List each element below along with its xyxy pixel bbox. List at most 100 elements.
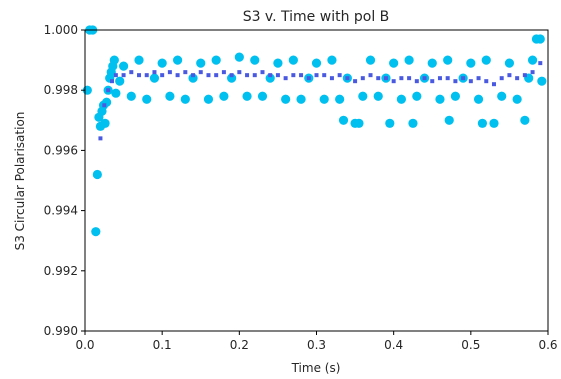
data-point: [281, 94, 291, 104]
y-tick-label: 0.994: [44, 204, 78, 218]
mean-point: [329, 76, 334, 81]
data-point: [188, 73, 198, 83]
mean-point: [175, 73, 180, 78]
y-tick-label: 0.990: [44, 324, 78, 338]
y-tick-label: 0.996: [44, 143, 78, 157]
data-point: [385, 118, 395, 128]
mean-point: [468, 79, 473, 84]
data-point: [257, 91, 268, 101]
data-point: [234, 52, 244, 62]
mean-point: [445, 76, 450, 81]
x-axis-ticks: 0.0 0.1 0.2 0.3 0.4 0.5 0.6: [75, 331, 558, 352]
data-point: [296, 94, 306, 104]
mean-point: [106, 88, 111, 93]
mean-point: [422, 76, 427, 81]
points-layer: [82, 25, 547, 237]
mean-point: [399, 76, 404, 81]
data-point: [273, 58, 283, 68]
x-tick-label: 0.2: [230, 338, 249, 352]
x-axis-label: Time (s): [291, 361, 341, 375]
data-point: [265, 73, 275, 83]
data-point: [165, 91, 175, 101]
mean-point: [314, 73, 319, 78]
y-axis-ticks: 0.990 0.992 0.994 0.996 0.998 1.000: [44, 23, 85, 338]
x-tick-label: 0.0: [75, 338, 94, 352]
mean-point: [291, 73, 296, 78]
mean-point: [268, 73, 273, 78]
data-point: [242, 91, 252, 101]
data-point: [134, 55, 144, 65]
data-point: [319, 94, 329, 104]
data-point: [354, 118, 364, 128]
data-point: [373, 91, 383, 101]
data-point: [412, 91, 422, 101]
data-point: [481, 55, 491, 65]
data-point: [396, 94, 406, 104]
data-point: [118, 61, 129, 71]
mean-point: [337, 73, 342, 78]
mean-point: [160, 73, 165, 78]
data-point: [477, 118, 488, 128]
data-point: [142, 94, 152, 104]
data-point: [180, 94, 190, 104]
data-point: [173, 55, 183, 65]
x-tick-label: 0.5: [461, 338, 480, 352]
data-point: [512, 94, 522, 104]
data-point: [311, 58, 322, 68]
mean-point: [407, 76, 412, 81]
data-point: [389, 58, 399, 68]
data-point: [466, 58, 476, 68]
x-tick-label: 0.3: [307, 338, 326, 352]
mean-point: [491, 82, 496, 87]
data-point: [149, 73, 160, 83]
data-point: [327, 55, 337, 65]
y-tick-label: 0.992: [44, 264, 78, 278]
mean-point: [507, 73, 512, 78]
data-point: [109, 55, 119, 65]
data-point: [203, 94, 214, 104]
y-tick-label: 0.998: [44, 83, 78, 97]
mean-point: [299, 73, 304, 78]
x-tick-label: 0.6: [538, 338, 557, 352]
mean-point: [167, 70, 172, 75]
mean-point: [110, 79, 115, 84]
mean-point: [353, 79, 358, 84]
data-point: [365, 55, 376, 65]
mean-point: [137, 73, 142, 78]
data-point: [100, 118, 110, 128]
data-point: [520, 115, 530, 125]
data-point: [250, 55, 260, 65]
mean-point: [453, 79, 458, 84]
data-point: [196, 58, 206, 68]
mean-point: [345, 76, 350, 81]
data-point: [504, 58, 515, 68]
mean-point: [376, 76, 381, 81]
x-tick-label: 0.1: [153, 338, 172, 352]
mean-point: [260, 70, 265, 75]
mean-point: [275, 73, 280, 78]
mean-point: [206, 73, 211, 78]
mean-point: [383, 76, 388, 81]
mean-point: [237, 70, 242, 75]
data-point: [443, 55, 453, 65]
mean-point: [102, 103, 107, 108]
data-point: [115, 76, 125, 86]
data-point: [535, 34, 545, 44]
mean-point: [437, 76, 442, 81]
data-point: [497, 91, 507, 101]
mean-point: [229, 73, 234, 78]
data-point: [157, 58, 167, 68]
mean-point: [221, 70, 226, 75]
mean-point: [515, 76, 520, 81]
mean-point: [129, 70, 134, 75]
data-point: [473, 94, 484, 104]
mean-point: [245, 73, 250, 78]
mean-point: [322, 73, 327, 78]
mean-point: [461, 76, 466, 81]
data-point: [427, 58, 437, 68]
mean-point: [214, 73, 219, 78]
y-tick-label: 1.000: [44, 23, 78, 37]
mean-point: [152, 70, 157, 75]
data-point: [335, 94, 345, 104]
